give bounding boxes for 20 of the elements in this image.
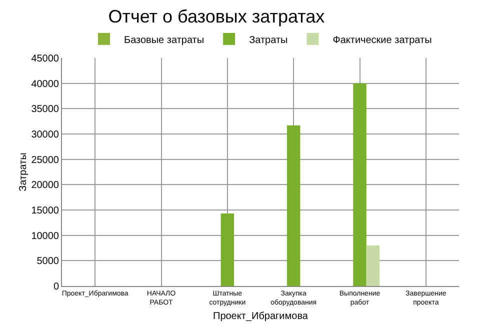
y-tick-label: 40000 <box>31 78 60 90</box>
y-tick-label: 15000 <box>31 206 60 216</box>
y-tick-label: 45000 <box>31 54 60 64</box>
y-tick-label: 0 <box>53 282 60 292</box>
bar <box>286 125 300 286</box>
y-tick-label: 35000 <box>31 104 60 116</box>
y-tick-label: 20000 <box>31 180 60 192</box>
chart-title: Отчет о базовых затратах <box>108 6 325 27</box>
y-tick-label: 30000 <box>31 130 60 140</box>
bar <box>366 245 380 286</box>
bar <box>220 214 234 286</box>
y-axis-title: Затраты <box>18 152 30 192</box>
y-tick-label: 25000 <box>31 154 60 166</box>
legend-label: Базовые затраты <box>124 34 204 46</box>
legend-label: Фактические затраты <box>332 34 432 46</box>
x-axis-title: Проект_Ибрагимова <box>213 311 308 322</box>
y-tick-label: 5000 <box>36 256 60 268</box>
y-tick-label: 10000 <box>31 230 60 242</box>
bar <box>353 83 366 286</box>
legend-label: Затраты <box>249 34 288 46</box>
